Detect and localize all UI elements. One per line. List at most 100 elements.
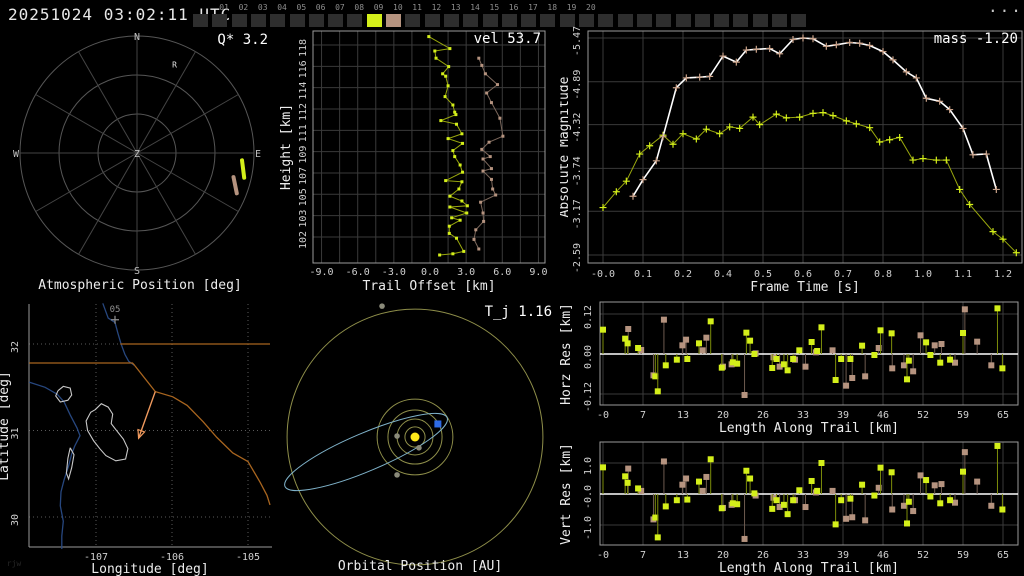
- svg-text:9.0: 9.0: [529, 267, 547, 278]
- marker: [495, 83, 499, 87]
- frame-thumb[interactable]: [791, 14, 807, 27]
- residual-camera1: [662, 503, 669, 510]
- polar-spoke: [78, 51, 138, 154]
- marker: [460, 132, 464, 136]
- residual-camera2: [889, 365, 896, 372]
- frame-thumb[interactable]: [636, 14, 652, 27]
- svg-text:W: W: [13, 149, 20, 160]
- frame-thumb[interactable]: [598, 14, 614, 27]
- residual-camera2: [683, 336, 690, 343]
- svg-text:-0: -0: [597, 410, 609, 421]
- plus-marker: [772, 110, 780, 118]
- residual-xlabel: Length Along Trail [km]: [719, 421, 899, 436]
- frame-thumb[interactable]: [714, 14, 730, 27]
- residual-camera1: [818, 324, 825, 331]
- polar-spoke: [35, 152, 138, 212]
- svg-text:1.2: 1.2: [994, 269, 1012, 280]
- planet-dot: [379, 303, 385, 309]
- residual-camera1: [832, 376, 839, 383]
- frame-thumb[interactable]: [308, 14, 324, 27]
- plus-marker: [679, 130, 687, 138]
- frame-thumb[interactable]: [193, 14, 208, 27]
- residual-camera1: [784, 367, 791, 374]
- plus-marker: [989, 228, 997, 236]
- frame-thumb[interactable]: [463, 14, 479, 27]
- svg-text:30: 30: [10, 514, 21, 526]
- map-ylabel: Latitude [deg]: [0, 371, 12, 481]
- top-bar: 20251024 03:02:11 UTC 01 02 03 04 05 06 07 08 09…: [0, 0, 1024, 30]
- plus-marker: [646, 142, 654, 150]
- frame-thumb[interactable]: [579, 14, 594, 27]
- frame-thumb[interactable]: [328, 14, 344, 27]
- frame-thumb[interactable]: [270, 14, 286, 27]
- frame-number: 11: [412, 3, 422, 12]
- frame-number: 16: [508, 3, 519, 12]
- plus-marker: [822, 42, 830, 50]
- frame-thumb[interactable]: [521, 14, 537, 27]
- frame-thumb[interactable]: [694, 14, 710, 27]
- residual-camera1: [734, 360, 741, 367]
- svg-text:-0.12: -0.12: [583, 382, 594, 412]
- svg-text:65: 65: [997, 550, 1009, 561]
- frame-thumb[interactable]: [501, 14, 517, 27]
- frame-thumb[interactable]: [347, 14, 363, 27]
- plus-marker: [749, 113, 757, 121]
- polar-spoke: [78, 152, 138, 255]
- frame-thumb[interactable]: [540, 14, 556, 27]
- plus-marker: [672, 84, 680, 92]
- svg-text:S: S: [134, 266, 140, 277]
- residual-camera1: [784, 511, 791, 518]
- frame-thumb[interactable]: [366, 14, 382, 27]
- frame-thumb[interactable]: [443, 14, 459, 27]
- frame-thumb[interactable]: [656, 14, 672, 27]
- plus-marker: [982, 150, 990, 158]
- marker: [477, 247, 481, 251]
- frame-thumb[interactable]: [424, 14, 440, 27]
- plus-marker: [599, 204, 607, 212]
- frame-thumb[interactable]: [482, 14, 498, 27]
- residual-camera2: [770, 354, 777, 361]
- plus-marker: [111, 315, 119, 324]
- residual-camera2: [931, 342, 938, 349]
- svg-text:-3.17: -3.17: [572, 199, 583, 229]
- frame-thumb[interactable]: [675, 14, 691, 27]
- lightcurve-camera2: [632, 37, 998, 197]
- residual-camera2: [862, 373, 869, 380]
- plus-marker: [992, 185, 1000, 193]
- residual-camera1: [790, 497, 797, 504]
- frame-thumb[interactable]: [733, 14, 749, 27]
- residual-camera1: [751, 490, 758, 497]
- frame-thumb[interactable]: [289, 14, 305, 27]
- frame-thumb[interactable]: [212, 14, 228, 27]
- residual-camera1: [780, 501, 787, 508]
- svg-text:0.12: 0.12: [583, 305, 594, 329]
- plus-marker: [809, 35, 817, 43]
- residual-camera1: [707, 318, 714, 325]
- frame-number: 10: [393, 3, 403, 12]
- frame-thumb[interactable]: [559, 14, 575, 27]
- marker: [455, 236, 459, 240]
- frame-thumb[interactable]: [752, 14, 768, 27]
- residual-camera2: [910, 368, 917, 375]
- marker: [480, 147, 484, 151]
- frame-thumb[interactable]: [405, 14, 421, 27]
- residual-camera1: [734, 501, 741, 508]
- plus-marker: [639, 176, 647, 184]
- polar-spoke: [136, 51, 196, 154]
- frame-thumb[interactable]: [231, 14, 247, 27]
- marker: [453, 110, 457, 114]
- frame-thumb[interactable]: [250, 14, 266, 27]
- residual-camera1: [814, 348, 821, 355]
- frame-thumb[interactable]: [772, 14, 787, 27]
- residual-camera2: [703, 334, 710, 341]
- plus-marker: [622, 177, 630, 185]
- svg-text:109: 109: [298, 146, 309, 164]
- residual-camera1: [796, 347, 803, 354]
- svg-text:-1.0: -1.0: [583, 516, 594, 540]
- residual-camera1: [743, 329, 750, 336]
- frame-thumb[interactable]: [617, 14, 633, 27]
- overflow-menu[interactable]: ...: [988, 0, 1023, 16]
- plus-marker: [702, 125, 710, 133]
- svg-text:0.4: 0.4: [714, 269, 732, 280]
- frame-thumb[interactable]: [386, 14, 401, 27]
